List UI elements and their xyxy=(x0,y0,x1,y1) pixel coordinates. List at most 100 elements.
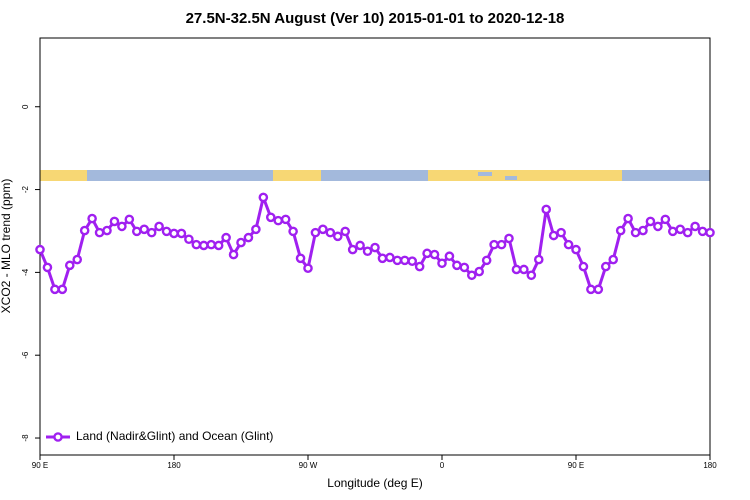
data-point xyxy=(548,230,559,241)
data-point xyxy=(117,221,127,232)
data-point xyxy=(452,260,462,271)
y-tick-label: -2 xyxy=(21,185,30,193)
data-point xyxy=(42,262,53,273)
data-point xyxy=(228,249,239,260)
y-tick-label: -8 xyxy=(21,434,30,442)
chart-title: 27.5N-32.5N August (Ver 10) 2015-01-01 t… xyxy=(186,10,565,27)
data-point xyxy=(161,226,172,237)
x-tick-label: 90 W xyxy=(299,461,318,470)
data-point xyxy=(511,264,522,275)
data-point xyxy=(667,226,678,237)
data-point xyxy=(466,270,477,281)
data-point xyxy=(94,227,105,238)
data-point xyxy=(221,232,231,243)
data-point xyxy=(541,204,552,215)
legend-item: Land (Nadir&Glint) and Ocean (Glint) xyxy=(46,429,273,443)
data-point xyxy=(310,227,321,238)
data-point xyxy=(690,221,700,232)
data-point xyxy=(675,224,686,235)
data-point xyxy=(206,239,217,250)
data-point xyxy=(258,192,269,203)
data-point xyxy=(422,248,432,259)
data-point xyxy=(35,244,45,255)
data-point xyxy=(79,225,90,236)
data-point xyxy=(571,244,581,255)
data-point xyxy=(705,227,715,238)
data-point xyxy=(280,214,291,225)
data-point xyxy=(355,240,365,251)
data-point xyxy=(198,240,209,251)
data-point xyxy=(638,225,648,236)
x-tick-label: 180 xyxy=(167,461,181,470)
data-point xyxy=(615,225,626,236)
data-point xyxy=(593,284,604,295)
data-point xyxy=(146,227,157,238)
data-point xyxy=(303,263,313,274)
data-point xyxy=(347,244,358,255)
y-tick-label: -4 xyxy=(21,268,30,276)
data-point xyxy=(139,224,150,235)
data-point xyxy=(169,228,179,239)
data-point xyxy=(340,226,351,237)
data-point xyxy=(251,224,261,235)
data-point xyxy=(385,252,395,263)
x-tick-label: 90 E xyxy=(32,461,48,470)
data-point xyxy=(332,231,343,242)
data-point xyxy=(295,253,306,264)
legend-marker xyxy=(53,432,63,442)
data-point xyxy=(645,216,656,227)
data-point xyxy=(72,254,83,265)
data-point xyxy=(623,213,633,224)
data-point xyxy=(109,216,120,227)
data-point xyxy=(682,227,693,238)
data-point xyxy=(414,261,425,272)
surface-band xyxy=(40,170,710,181)
data-point xyxy=(124,214,135,225)
data-point xyxy=(265,212,276,223)
data-point xyxy=(600,261,611,272)
x-axis-label: Longitude (deg E) xyxy=(327,476,422,490)
data-point xyxy=(586,284,596,295)
data-point xyxy=(288,226,298,237)
data-point xyxy=(526,270,537,281)
y-tick-label: 0 xyxy=(21,104,30,109)
data-point xyxy=(459,262,470,273)
data-point xyxy=(444,251,455,262)
data-point xyxy=(578,261,589,272)
data-point xyxy=(407,256,418,267)
data-point xyxy=(50,284,60,295)
data-point xyxy=(630,227,641,238)
data-point xyxy=(377,253,388,264)
data-point xyxy=(131,226,142,237)
data-point xyxy=(496,239,507,250)
data-point xyxy=(608,254,619,265)
data-point xyxy=(660,214,671,225)
data-point xyxy=(176,228,187,239)
data-point xyxy=(236,237,246,248)
data-point xyxy=(243,232,254,243)
data-point xyxy=(184,234,194,245)
data-point xyxy=(653,221,663,232)
data-point xyxy=(399,255,410,266)
data-point xyxy=(273,215,284,226)
data-point xyxy=(87,213,97,224)
legend-label: Land (Nadir&Glint) and Ocean (Glint) xyxy=(76,429,273,443)
data-point xyxy=(370,242,380,253)
data-point xyxy=(489,239,499,250)
data-point xyxy=(325,227,336,238)
data-point xyxy=(213,240,224,251)
data-point xyxy=(57,284,68,295)
x-tick-label: 180 xyxy=(703,461,717,470)
data-point xyxy=(563,239,574,250)
data-point xyxy=(429,249,440,260)
data-point xyxy=(533,254,544,265)
data-point xyxy=(474,266,485,277)
data-point xyxy=(519,264,529,275)
data-point xyxy=(102,225,112,236)
data-point xyxy=(191,239,202,250)
data-point xyxy=(556,227,566,238)
data-point xyxy=(437,258,447,269)
data-point xyxy=(362,246,373,257)
data-point xyxy=(318,224,328,235)
